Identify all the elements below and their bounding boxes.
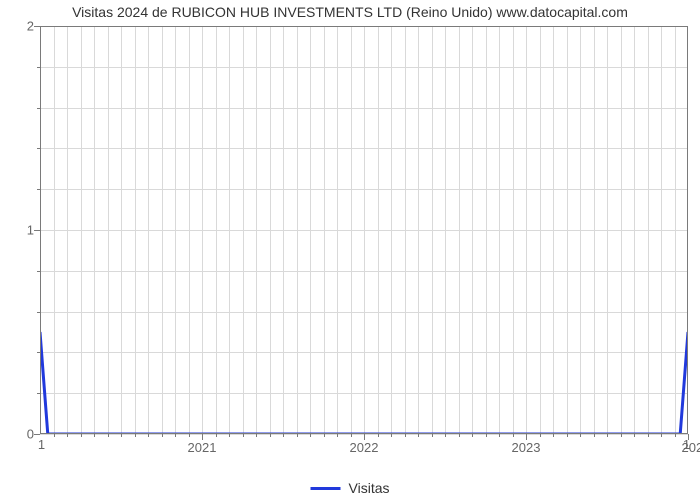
plot-area: 012 202120222023202 1 1	[40, 26, 688, 434]
legend-label: Visitas	[349, 480, 390, 496]
y-tick-label: 2	[27, 19, 40, 34]
chart-title: Visitas 2024 de RUBICON HUB INVESTMENTS …	[0, 4, 700, 20]
line-series	[40, 26, 688, 434]
y-tick-label: 1	[27, 223, 40, 238]
x-start-label: 1	[38, 434, 45, 452]
x-tick-label: 2022	[350, 434, 379, 455]
x-tick-label: 2021	[188, 434, 217, 455]
x-end-label: 1	[683, 434, 690, 452]
legend: Visitas	[311, 480, 390, 496]
legend-swatch	[311, 487, 341, 490]
x-tick-label: 2023	[512, 434, 541, 455]
